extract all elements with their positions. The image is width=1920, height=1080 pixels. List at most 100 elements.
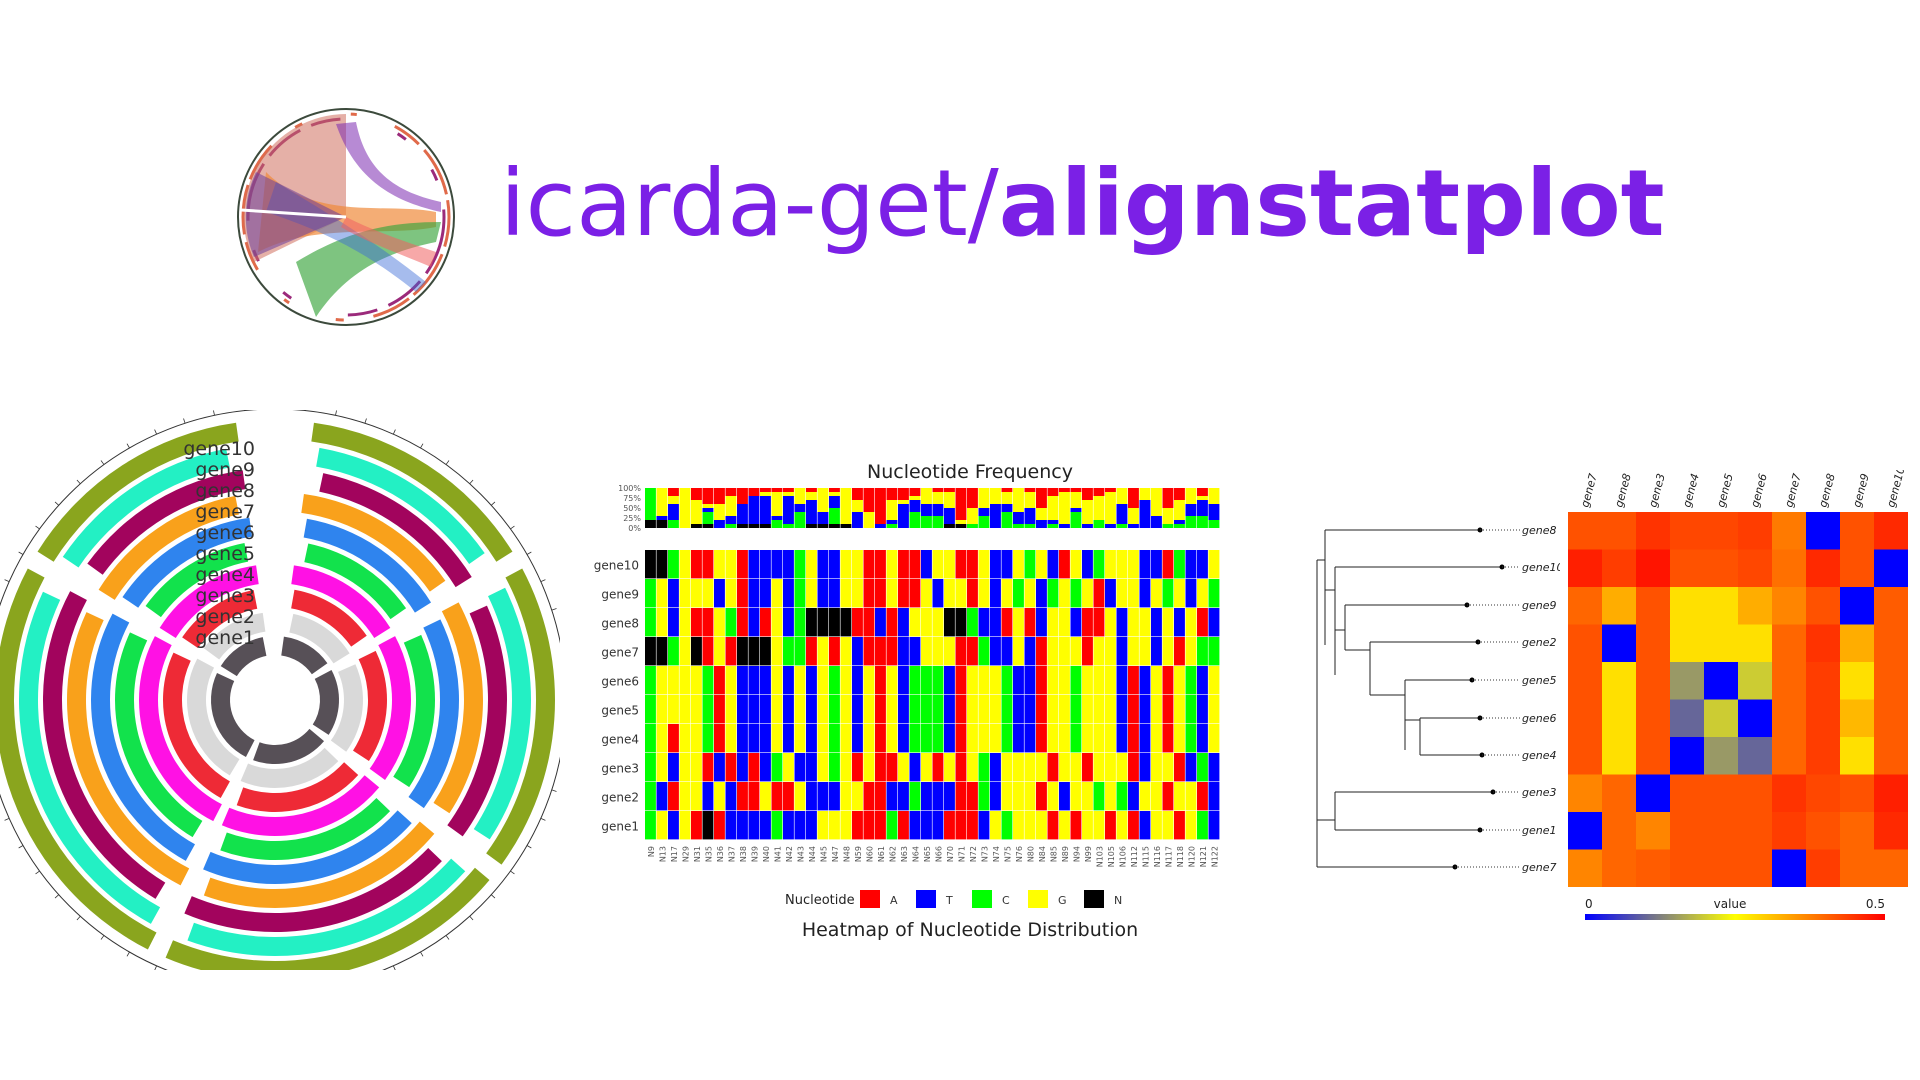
nucleotide-cell [783, 695, 794, 724]
nucleotide-cell [760, 637, 771, 666]
heatmap-cell [1568, 699, 1602, 737]
heatmap-cell [1874, 512, 1908, 550]
nucleotide-cell [771, 608, 783, 637]
legend-max: 0.5 [1866, 897, 1885, 911]
frequency-bar [1059, 524, 1070, 528]
nucleotide-cell [1162, 811, 1174, 840]
nucleotide-cell [794, 608, 806, 637]
nucleotide-cell [656, 608, 668, 637]
nucleotide-cell [1070, 666, 1082, 695]
frequency-bar [1128, 524, 1139, 528]
y-tick: 50% [623, 504, 641, 513]
nucleotide-cell [840, 666, 852, 695]
frequency-bar [829, 488, 840, 492]
nucleotide-cell [1093, 811, 1105, 840]
circos-tick [4, 579, 10, 583]
nucleotide-cell [955, 550, 967, 579]
nucleotide-cell [840, 724, 852, 753]
nucleotide-cell [863, 811, 875, 840]
legend-title: Nucleotide [785, 893, 855, 908]
nucleotide-cell [1013, 782, 1024, 811]
nucleotide-cell [794, 753, 806, 782]
heatmap-cell [1636, 549, 1670, 587]
nucleotide-cell [852, 811, 863, 840]
frequency-bar [714, 488, 725, 504]
nucleotide-cell [1070, 782, 1082, 811]
heatmap-cell [1602, 737, 1636, 775]
nucleotide-cell [863, 637, 875, 666]
tree-tip-label: gene5 [1522, 674, 1557, 687]
frequency-bar [748, 488, 760, 496]
nucleotide-cell [932, 579, 944, 608]
nucleotide-cell [1047, 811, 1059, 840]
frequency-bar [1024, 492, 1036, 508]
nucleotide-cell [1001, 666, 1013, 695]
nucleotide-cell [1070, 753, 1082, 782]
frequency-bar [656, 516, 668, 520]
nucleotide-cell [829, 724, 840, 753]
heatmap-cell [1772, 774, 1806, 812]
frequency-bar [886, 524, 898, 528]
nucleotide-cell [1024, 579, 1036, 608]
nucleotide-cell [794, 579, 806, 608]
nucleotide-cell [1036, 608, 1047, 637]
nucleotide-cell [668, 608, 679, 637]
heatmap-cell [1704, 549, 1738, 587]
heatmap-cell [1738, 624, 1772, 662]
nucleotide-cell [1128, 579, 1139, 608]
frequency-bar [725, 496, 737, 516]
heatmap-cell [1636, 849, 1670, 887]
dendrogram: gene8 gene10 gene9 gene2 gene5 gene6 gene4 gene… [1316, 524, 1560, 874]
frequency-bar [1093, 488, 1105, 496]
frequency-bar [909, 512, 921, 528]
column-label: N37 [727, 846, 736, 862]
circos-segment [330, 664, 363, 752]
nucleotide-cell [1174, 811, 1185, 840]
frequency-bar [783, 524, 794, 528]
nucleotide-cell [725, 608, 737, 637]
nucleotide-cell [921, 811, 932, 840]
nucleotide-cell [760, 724, 771, 753]
nucleotide-cell [817, 695, 829, 724]
frequency-bar [909, 488, 921, 496]
column-label: N115 [1141, 846, 1150, 867]
nucleotide-cell [725, 753, 737, 782]
nucleotide-cell [1036, 782, 1047, 811]
nucleotide-cell [1093, 637, 1105, 666]
nucleotide-cell [656, 811, 668, 840]
frequency-bar [978, 516, 990, 528]
nucleotide-cell [737, 724, 748, 753]
nucleotide-cell [1001, 782, 1013, 811]
nucleotide-cell [783, 724, 794, 753]
nucleotide-cell [806, 637, 817, 666]
nucleotide-cell [863, 579, 875, 608]
nucleotide-cell [1174, 782, 1185, 811]
nucleotide-cell [1013, 579, 1024, 608]
nucleotide-cell [771, 666, 783, 695]
circos-tick [54, 894, 60, 899]
column-label: N105 [1107, 846, 1116, 867]
nucleotide-cell [794, 811, 806, 840]
nucleotide-cell [1185, 782, 1197, 811]
frequency-bar [829, 496, 840, 508]
column-label: N60 [865, 846, 874, 862]
nucleotide-cell [668, 550, 679, 579]
nucleotide-cell [691, 666, 702, 695]
frequency-bar [806, 492, 817, 500]
heatmap-cell [1636, 512, 1670, 550]
frequency-bar [921, 488, 932, 504]
frequency-bar [909, 496, 921, 500]
nucleotide-cell [760, 608, 771, 637]
heatmap-cell [1670, 774, 1704, 812]
nucleotide-cell [1024, 695, 1036, 724]
circos-gene-label: gene9 [195, 459, 255, 481]
column-label: N41 [773, 846, 782, 862]
circos-tick [18, 845, 24, 849]
nucleotide-cell [691, 724, 702, 753]
heatmap-cell [1636, 699, 1670, 737]
nucleotide-cell [829, 811, 840, 840]
frequency-bar [668, 504, 679, 520]
circos-segment [473, 587, 531, 840]
legend-min: 0 [1585, 897, 1593, 911]
circos-segment [211, 672, 255, 758]
